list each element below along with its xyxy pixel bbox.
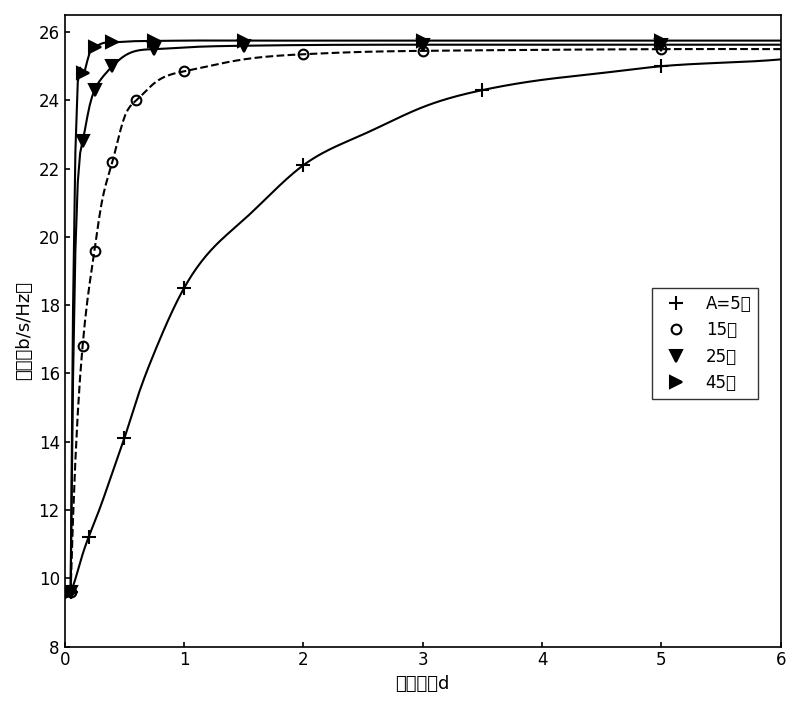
25度 (78, 137, 87, 146)
15度 (179, 67, 189, 76)
45度 (149, 37, 159, 45)
15度 (66, 588, 75, 596)
25度 (149, 45, 159, 53)
15度 (418, 47, 428, 55)
Line: 15度: 15度 (66, 45, 666, 597)
45度 (418, 36, 428, 45)
45度 (107, 38, 117, 47)
45度 (90, 43, 99, 52)
25度 (418, 40, 428, 49)
15度 (78, 342, 87, 350)
15度 (657, 45, 666, 53)
45度 (66, 588, 75, 596)
Legend: A=5度, 15度, 25度, 45度: A=5度, 15度, 25度, 45度 (652, 288, 758, 399)
25度 (107, 62, 117, 71)
25度 (90, 86, 99, 94)
45度 (239, 36, 248, 45)
45度 (78, 69, 87, 77)
X-axis label: 天线间跞d: 天线间跞d (396, 675, 450, 693)
A=5度 (179, 284, 189, 292)
Y-axis label: 容量（b/s/Hz）: 容量（b/s/Hz） (15, 281, 33, 380)
A=5度 (66, 588, 75, 596)
A=5度 (84, 533, 94, 542)
A=5度 (657, 62, 666, 71)
A=5度 (299, 161, 308, 169)
25度 (239, 42, 248, 50)
15度 (299, 50, 308, 59)
Line: A=5度: A=5度 (64, 59, 668, 599)
Line: 45度: 45度 (65, 35, 667, 598)
15度 (107, 158, 117, 166)
A=5度 (477, 86, 487, 94)
A=5度 (119, 434, 129, 442)
15度 (90, 246, 99, 255)
15度 (131, 96, 141, 105)
Line: 25度: 25度 (65, 39, 667, 598)
25度 (66, 588, 75, 596)
45度 (657, 36, 666, 45)
25度 (657, 40, 666, 49)
